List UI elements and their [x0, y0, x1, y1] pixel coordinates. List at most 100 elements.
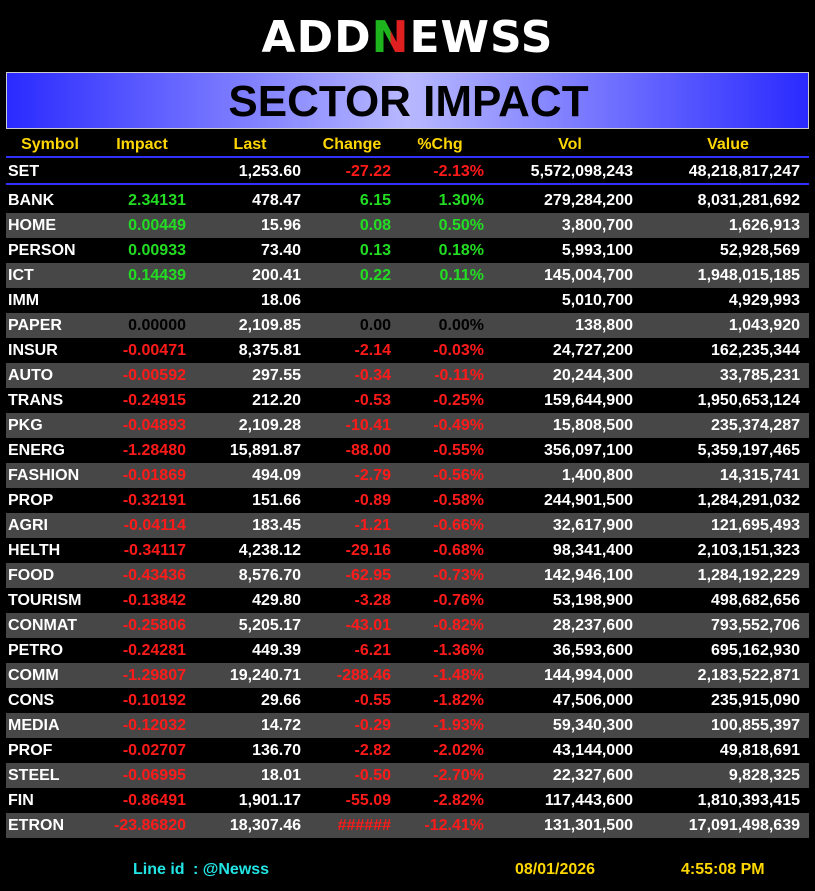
column-header: Vol: [558, 136, 582, 153]
cell: 8,031,281,692: [697, 191, 800, 209]
cell: -1.21: [354, 516, 391, 534]
cell: -0.25%: [433, 391, 484, 409]
cell: 494.09: [252, 466, 301, 484]
cell: -2.79: [354, 466, 391, 484]
cell: -43.01: [345, 616, 391, 634]
row-background: [6, 212, 809, 238]
cell: 162,235,344: [711, 341, 800, 359]
cell: 4,238.12: [238, 541, 301, 559]
footer-time: 4:55:08 PM: [681, 861, 765, 878]
cell: 49,818,691: [719, 741, 800, 759]
cell: 235,374,287: [711, 416, 800, 434]
cell: 449.39: [252, 641, 301, 659]
divider: [6, 183, 809, 185]
cell: -0.86491: [122, 791, 186, 809]
column-header: Symbol: [21, 136, 79, 153]
cell: 429.80: [252, 591, 301, 609]
row-background: [6, 262, 809, 288]
cell: 24,727,200: [552, 341, 633, 359]
cell: 15.96: [260, 216, 301, 234]
cell: 0.00449: [128, 216, 186, 234]
cell: 356,097,100: [544, 441, 633, 459]
cell: 1,400,800: [561, 466, 633, 484]
column-header: Impact: [116, 136, 168, 153]
cell: -0.04893: [122, 416, 186, 434]
cell: 14.72: [260, 716, 301, 734]
cell: -2.82%: [433, 791, 484, 809]
symbol: ENERG: [8, 441, 65, 459]
cell: -0.50: [354, 766, 391, 784]
cell: 136.70: [252, 741, 301, 759]
cell: -55.09: [345, 791, 391, 809]
symbol: HOME: [8, 216, 56, 234]
cell: 2,109.28: [238, 416, 301, 434]
cell: -1.48%: [433, 666, 484, 684]
cell: -0.34117: [123, 541, 186, 559]
symbol: PERSON: [8, 241, 76, 259]
cell: 0.11%: [439, 266, 484, 284]
cell: 1,284,192,229: [697, 566, 800, 584]
column-header: Last: [233, 136, 267, 153]
cell: 43,144,000: [552, 741, 633, 759]
cell: 2,183,522,871: [697, 666, 800, 684]
cell: -0.01869: [122, 466, 186, 484]
row-background: [6, 662, 809, 688]
symbol: HELTH: [8, 541, 61, 559]
cell: 478.47: [252, 191, 301, 209]
symbol: FIN: [8, 791, 34, 809]
logo-part: N: [371, 12, 410, 63]
cell: 5,010,700: [561, 291, 633, 309]
symbol: AUTO: [8, 366, 54, 384]
cell: 53,198,900: [552, 591, 633, 609]
cell: 48,218,817,247: [688, 163, 800, 180]
cell: -0.10192: [122, 691, 186, 709]
cell: 235,915,090: [711, 691, 800, 709]
divider: [6, 156, 809, 158]
cell: 47,506,000: [552, 691, 633, 709]
cell: -12.41%: [424, 816, 484, 834]
cell: 144,994,000: [544, 666, 633, 684]
row-background: [6, 462, 809, 488]
cell: 15,891.87: [229, 441, 301, 459]
cell: -0.02707: [122, 741, 186, 759]
cell: 297.55: [252, 366, 301, 384]
cell: 5,359,197,465: [697, 441, 800, 459]
cell: 0.50%: [438, 216, 484, 234]
cell: 33,785,231: [719, 366, 800, 384]
cell: 15,808,500: [552, 416, 633, 434]
cell: 9,828,325: [728, 766, 800, 784]
row-background: [6, 762, 809, 788]
cell: 200.41: [252, 266, 301, 284]
row-background: [6, 612, 809, 638]
cell: 5,205.17: [238, 616, 301, 634]
cell: 22,327,600: [552, 766, 633, 784]
cell: 52,928,569: [719, 241, 800, 259]
cell: -0.24915: [122, 391, 186, 409]
cell: -0.06995: [122, 766, 186, 784]
symbol: PROP: [8, 491, 54, 509]
cell: 18.06: [260, 291, 301, 309]
cell: -288.46: [336, 666, 391, 684]
cell: 142,946,100: [544, 566, 633, 584]
cell: -10.41: [345, 416, 391, 434]
cell: -1.28480: [122, 441, 186, 459]
cell: 1,810,393,415: [697, 791, 800, 809]
cell: 183.45: [252, 516, 301, 534]
cell: 0.00%: [438, 316, 484, 334]
cell: 4,929,993: [728, 291, 800, 309]
cell: 145,004,700: [544, 266, 633, 284]
cell: 244,901,500: [544, 491, 633, 509]
column-header: Change: [322, 136, 382, 153]
cell: -0.58%: [433, 491, 484, 509]
cell: -0.32191: [122, 491, 186, 509]
cell: 1,901.17: [238, 791, 301, 809]
symbol: BANK: [8, 191, 55, 209]
cell: 17,091,498,639: [688, 816, 800, 834]
cell: -0.49%: [433, 416, 484, 434]
cell: 5,993,100: [561, 241, 633, 259]
symbol: TRANS: [8, 391, 64, 409]
cell: -2.02%: [433, 741, 484, 759]
symbol: ICT: [8, 266, 34, 284]
cell: -0.55%: [433, 441, 484, 459]
